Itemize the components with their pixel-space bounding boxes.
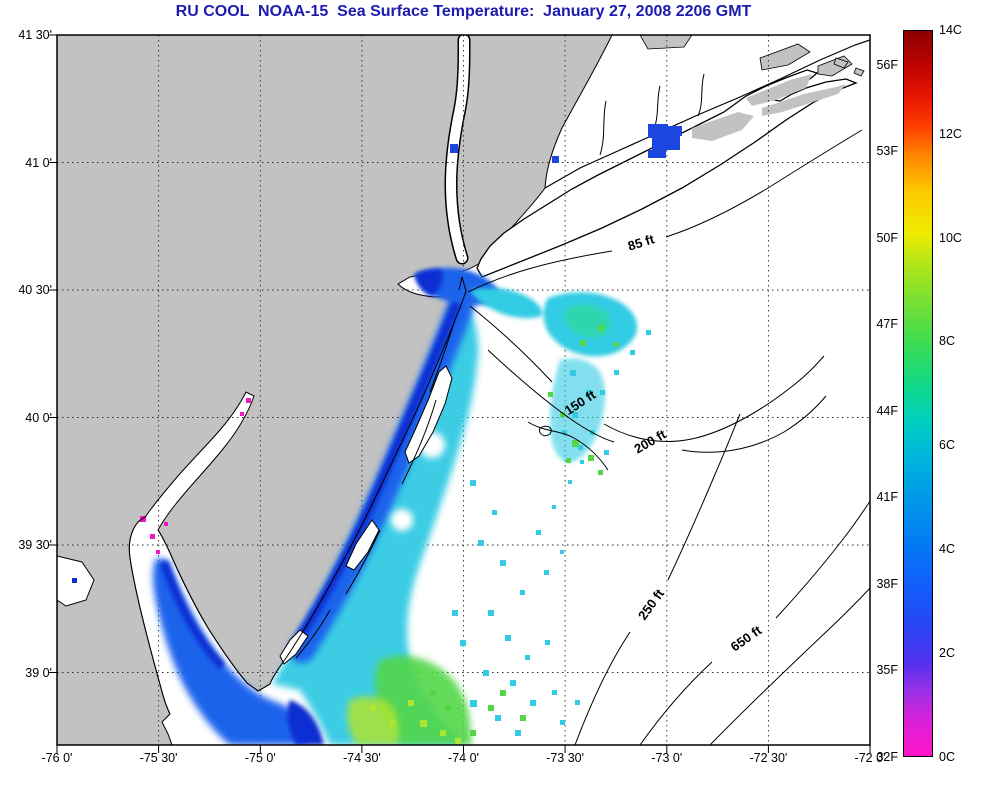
x-axis-label: -74 30' bbox=[342, 751, 381, 765]
x-axis-label: -73 30' bbox=[546, 751, 585, 765]
colorbar-label-fahrenheit: 56F bbox=[876, 58, 898, 72]
x-axis-label: -75 0' bbox=[244, 751, 276, 765]
colorbar-label-celsius: 10C bbox=[939, 231, 962, 245]
sst-sandyhook-cyan-tail bbox=[470, 288, 543, 319]
colorbar-label-fahrenheit: 41F bbox=[876, 490, 898, 504]
y-axis-label: 39 30' bbox=[18, 538, 52, 552]
depth-contour-250ft bbox=[574, 413, 741, 745]
colorbar-label-fahrenheit: 38F bbox=[876, 577, 898, 591]
y-axis-label: 40 30' bbox=[18, 283, 52, 297]
colorbar-label-celsius: 4C bbox=[939, 542, 955, 556]
depth-contour-150ft bbox=[469, 305, 825, 443]
sst-coastal-band-blue bbox=[289, 290, 475, 663]
depth-contour-outer bbox=[709, 587, 870, 745]
coastal-contour-squiggles bbox=[295, 319, 609, 659]
colorbar-label-fahrenheit: 44F bbox=[876, 404, 898, 418]
sst-capemay-navy-blob bbox=[287, 700, 324, 745]
sst-raritan-bay-navy bbox=[415, 269, 443, 296]
sound-islands bbox=[833, 57, 865, 77]
colorbar-label-celsius: 14C bbox=[939, 23, 962, 37]
map-area bbox=[57, 35, 870, 745]
sst-long-island-sound-patch bbox=[450, 124, 682, 163]
sst-delaware-bay-blue bbox=[153, 558, 306, 745]
axis-ticks bbox=[49, 34, 871, 753]
sst-speckles-magenta bbox=[140, 398, 251, 554]
figure-title: RU COOL NOAA-15 Sea Surface Temperature:… bbox=[175, 3, 752, 20]
colorbar-gradient bbox=[903, 30, 933, 757]
x-axis-label: -76 0' bbox=[41, 751, 73, 765]
y-axis-label: 39 0' bbox=[25, 665, 52, 680]
depth-contour-650ft bbox=[639, 500, 870, 745]
colorbar-label-celsius: 8C bbox=[939, 334, 955, 348]
x-axis-label: -72 0' bbox=[854, 751, 886, 765]
colorbar-label-fahrenheit: 35F bbox=[876, 663, 898, 677]
x-axis-label: -75 30' bbox=[139, 751, 178, 765]
sst-yellowgreen-fringe bbox=[347, 696, 399, 745]
sst-coastal-band-navy bbox=[288, 297, 462, 653]
colorbar-label-celsius: 2C bbox=[939, 646, 955, 660]
x-axis-label: -73 0' bbox=[651, 751, 683, 765]
x-axis-label: -72 30' bbox=[749, 751, 788, 765]
long-island-gray-patches bbox=[692, 74, 846, 141]
delaware-coastline bbox=[128, 515, 171, 715]
sst-delaware-bay-navy bbox=[161, 561, 224, 668]
colorbar-label-fahrenheit: 32F bbox=[876, 750, 898, 764]
cloud-gap-2 bbox=[391, 509, 413, 531]
x-axis-label: -74 0' bbox=[448, 751, 479, 765]
coastal-lagoons bbox=[279, 365, 453, 665]
colorbar-label-celsius: 0C bbox=[939, 750, 955, 764]
colorbar-label-celsius: 12C bbox=[939, 127, 962, 141]
nj-coastline bbox=[157, 276, 467, 692]
colorbar-label-fahrenheit: 50F bbox=[876, 231, 898, 245]
colorbar-label-fahrenheit: 53F bbox=[876, 144, 898, 158]
sst-green-fringe bbox=[375, 655, 472, 745]
connecticut-coastline bbox=[544, 39, 870, 189]
y-axis-label: 41 0' bbox=[25, 155, 52, 170]
connecticut-gray-patches bbox=[639, 35, 853, 77]
y-axis-label: 41 30' bbox=[18, 28, 52, 42]
colorbar-label-celsius: 6C bbox=[939, 438, 955, 452]
depth-contour-200ft bbox=[487, 349, 827, 453]
depth-contour-85ft bbox=[467, 129, 863, 293]
sst-plume-column bbox=[550, 358, 606, 463]
y-axis-label: 40 0' bbox=[25, 410, 52, 425]
chesapeake-sst-speck bbox=[72, 578, 77, 583]
colorbar-label-fahrenheit: 47F bbox=[876, 317, 898, 331]
